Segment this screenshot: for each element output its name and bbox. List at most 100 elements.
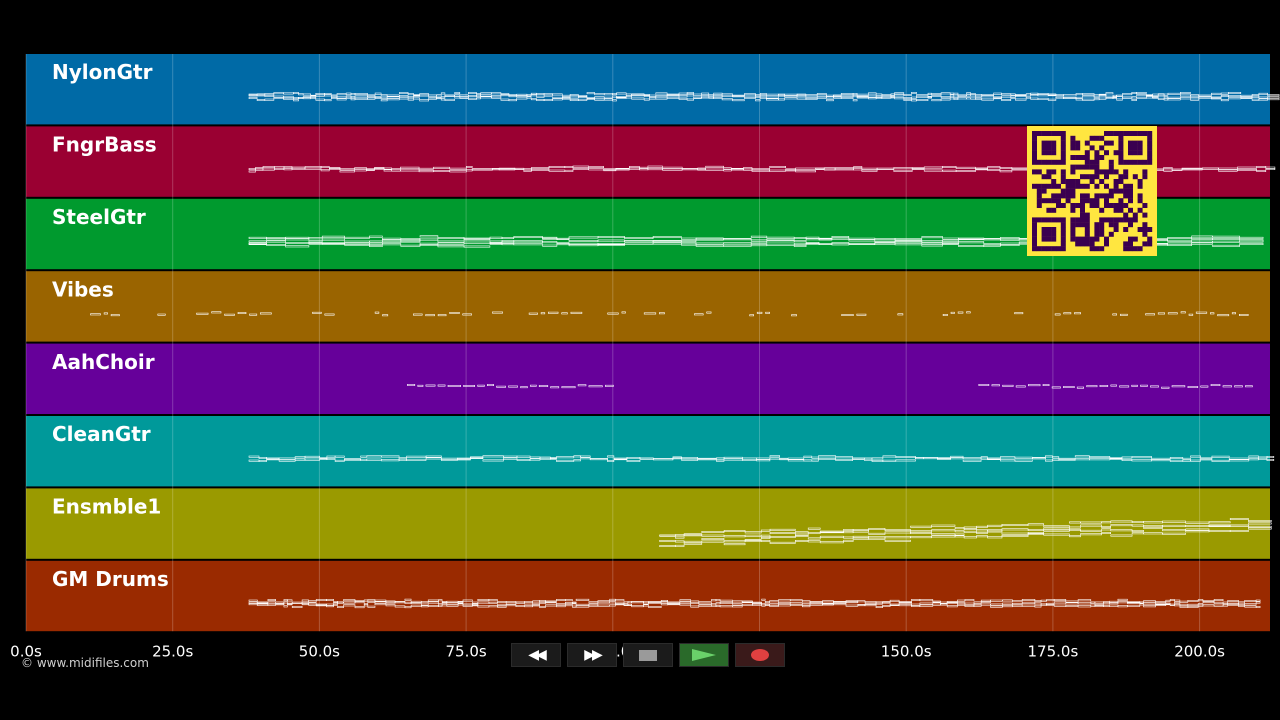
note bbox=[921, 244, 943, 247]
note bbox=[791, 314, 797, 317]
note bbox=[275, 603, 285, 606]
note bbox=[266, 244, 287, 246]
qr-module bbox=[1070, 145, 1076, 151]
qr-module bbox=[1142, 131, 1148, 136]
note bbox=[1015, 385, 1026, 388]
qr-module bbox=[1075, 236, 1081, 242]
track-label: GM Drums bbox=[52, 567, 169, 591]
note bbox=[1155, 600, 1167, 603]
qr-module bbox=[1094, 236, 1100, 242]
note bbox=[1237, 169, 1258, 171]
note bbox=[765, 311, 770, 314]
note bbox=[626, 459, 641, 462]
qr-module bbox=[1113, 169, 1119, 175]
record-button[interactable] bbox=[735, 643, 785, 667]
note bbox=[380, 99, 388, 102]
note bbox=[607, 312, 619, 315]
qr-module bbox=[1099, 179, 1105, 184]
note bbox=[778, 98, 785, 101]
note bbox=[530, 94, 537, 97]
note bbox=[678, 95, 688, 98]
stop-button[interactable] bbox=[623, 643, 673, 667]
qr-module bbox=[1036, 203, 1042, 208]
note bbox=[916, 99, 929, 102]
qr-module bbox=[1080, 241, 1085, 247]
note bbox=[1069, 526, 1081, 529]
qr-module bbox=[1128, 241, 1133, 247]
note bbox=[1043, 525, 1070, 528]
note bbox=[463, 384, 476, 387]
note bbox=[528, 312, 538, 315]
note bbox=[545, 601, 557, 604]
qr-module bbox=[1147, 131, 1153, 136]
note bbox=[540, 312, 546, 315]
qr-module bbox=[1084, 159, 1090, 165]
qr-module bbox=[1118, 159, 1124, 165]
track-label: NylonGtr bbox=[52, 60, 153, 84]
note bbox=[457, 458, 471, 461]
qr-module bbox=[1070, 193, 1076, 199]
note bbox=[976, 535, 988, 538]
note bbox=[550, 457, 557, 460]
qr-module bbox=[1094, 246, 1100, 252]
qr-module bbox=[1123, 217, 1129, 223]
qr-module bbox=[1099, 231, 1105, 237]
qr-module bbox=[1118, 155, 1124, 160]
note bbox=[652, 458, 674, 461]
note bbox=[1161, 386, 1170, 389]
qr-module bbox=[1104, 236, 1109, 242]
note bbox=[1065, 600, 1079, 603]
note bbox=[835, 456, 854, 459]
qr-module bbox=[1113, 188, 1119, 194]
qr-module bbox=[1065, 188, 1071, 194]
qr-module bbox=[1132, 140, 1138, 146]
note bbox=[404, 598, 412, 601]
qr-module bbox=[1080, 217, 1085, 223]
note bbox=[708, 94, 714, 97]
note bbox=[1042, 384, 1050, 386]
qr-module bbox=[1032, 227, 1037, 232]
note bbox=[1143, 605, 1156, 608]
note bbox=[588, 385, 603, 388]
qr-module bbox=[1032, 222, 1037, 228]
qr-module bbox=[1075, 203, 1081, 208]
note bbox=[1267, 98, 1280, 101]
note bbox=[631, 97, 645, 100]
note bbox=[374, 603, 387, 606]
qr-module bbox=[1137, 227, 1143, 232]
note bbox=[835, 458, 854, 461]
note bbox=[324, 99, 332, 102]
note bbox=[701, 92, 710, 95]
rewind-button[interactable]: ◀◀ bbox=[511, 643, 561, 667]
note bbox=[488, 599, 498, 602]
note bbox=[1217, 314, 1230, 317]
qr-module bbox=[1099, 207, 1105, 213]
note bbox=[981, 95, 994, 98]
note bbox=[285, 238, 310, 241]
track-notes bbox=[90, 311, 1249, 317]
note-marks bbox=[90, 92, 1280, 609]
note bbox=[570, 311, 583, 314]
note bbox=[921, 236, 943, 239]
qr-module bbox=[1056, 217, 1061, 223]
time-tick-label: 0.0s bbox=[10, 643, 42, 661]
time-tick-label: 175.0s bbox=[1028, 643, 1079, 661]
fast-forward-button[interactable]: ▶▶ bbox=[567, 643, 617, 667]
note bbox=[1197, 599, 1204, 602]
qr-module bbox=[1113, 183, 1119, 189]
note bbox=[1025, 96, 1031, 99]
qr-module bbox=[1113, 179, 1119, 184]
play-button[interactable] bbox=[679, 643, 729, 667]
note bbox=[1171, 385, 1186, 388]
note bbox=[719, 601, 733, 604]
qr-module bbox=[1051, 217, 1057, 223]
note bbox=[1089, 455, 1111, 458]
qr-module bbox=[1147, 159, 1153, 165]
qr-module bbox=[1051, 145, 1057, 151]
note bbox=[679, 603, 691, 606]
note bbox=[302, 93, 312, 96]
qr-module bbox=[1137, 246, 1143, 252]
note bbox=[1136, 92, 1147, 94]
note bbox=[819, 541, 844, 544]
note bbox=[413, 97, 420, 100]
